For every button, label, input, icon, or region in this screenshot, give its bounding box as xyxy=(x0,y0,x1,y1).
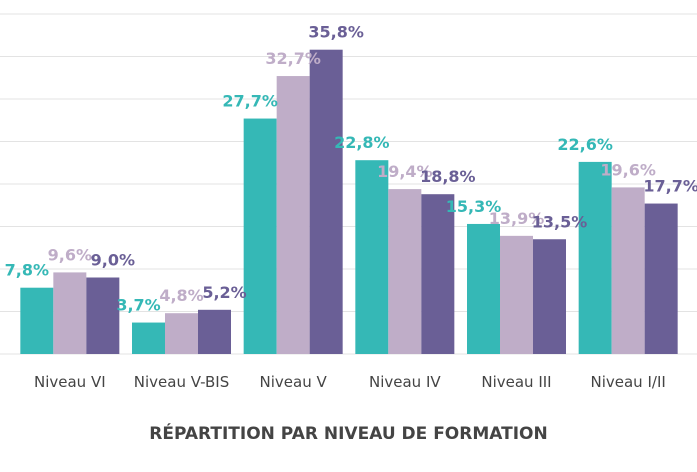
data-label: 22,8% xyxy=(334,133,390,152)
data-label: 5,2% xyxy=(202,283,246,302)
data-label: 13,9% xyxy=(489,209,545,228)
data-label: 4,8% xyxy=(159,286,203,305)
bar xyxy=(276,76,310,355)
data-label: 19,6% xyxy=(600,160,656,179)
x-tick-label: Niveau V-BIS xyxy=(133,373,230,391)
data-label: 19,4% xyxy=(377,162,433,181)
data-label: 3,7% xyxy=(116,296,160,315)
bar xyxy=(533,239,566,354)
bar xyxy=(500,235,533,354)
data-label: 35,8% xyxy=(308,23,364,42)
data-label: 13,5% xyxy=(532,212,588,231)
data-label: 18,8% xyxy=(420,167,476,186)
bar xyxy=(355,160,389,354)
bar xyxy=(53,272,87,354)
bar xyxy=(644,203,678,354)
x-tick-label: Niveau IV xyxy=(369,373,441,391)
bar xyxy=(132,322,165,354)
data-label: 22,6% xyxy=(557,135,613,154)
x-tick-label: Niveau VI xyxy=(34,373,106,391)
bar xyxy=(86,277,120,354)
data-label: 27,7% xyxy=(222,92,278,111)
data-label: 7,8% xyxy=(5,261,49,280)
x-tick-label: Niveau I/II xyxy=(590,373,666,391)
bar xyxy=(243,118,277,354)
x-tick-label: Niveau III xyxy=(481,373,552,391)
bar xyxy=(165,313,198,354)
bar xyxy=(20,287,54,354)
bar xyxy=(388,189,422,354)
bar xyxy=(198,309,231,354)
bar xyxy=(421,194,455,354)
data-label: 32,7% xyxy=(265,49,321,68)
bar xyxy=(611,187,645,354)
bar xyxy=(309,49,343,354)
data-label: 9,6% xyxy=(48,245,92,264)
bar xyxy=(467,223,500,354)
data-label: 9,0% xyxy=(91,251,135,270)
data-label: 15,3% xyxy=(446,197,502,216)
bar xyxy=(578,161,612,354)
data-label: 17,7% xyxy=(643,177,697,196)
x-tick-label: Niveau V xyxy=(259,373,327,391)
chart-title: RÉPARTITION PAR NIVEAU DE FORMATION xyxy=(149,424,548,444)
